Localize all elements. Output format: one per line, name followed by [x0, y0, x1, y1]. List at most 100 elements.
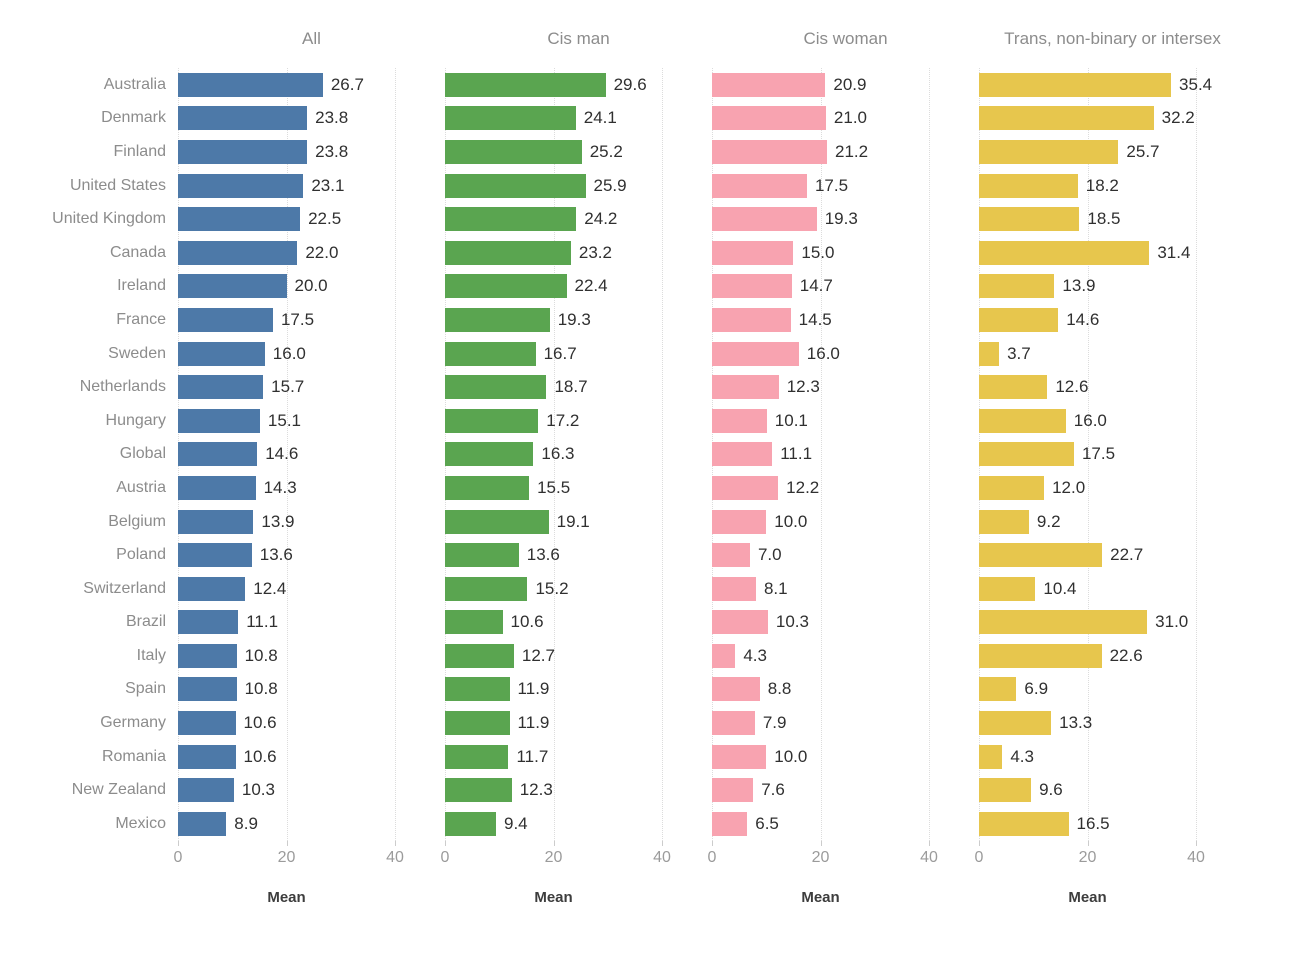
bar-value-label: 16.5 [1076, 813, 1110, 833]
bar-cis-man-sweden[interactable] [445, 341, 536, 366]
bar-cis-woman-belgium[interactable] [712, 509, 767, 534]
bar-cis-man-canada[interactable] [445, 240, 571, 265]
bar-value-label: 15.7 [271, 377, 305, 397]
bar-trans-non-binary-or-intersex-global[interactable] [979, 442, 1074, 467]
bar-all-canada[interactable] [178, 240, 298, 265]
bar-trans-non-binary-or-intersex-spain[interactable] [979, 677, 1017, 702]
bar-cis-man-france[interactable] [445, 307, 550, 332]
bar-trans-non-binary-or-intersex-australia[interactable] [979, 72, 1172, 97]
bar-trans-non-binary-or-intersex-germany[interactable] [979, 711, 1052, 736]
bar-cis-woman-new-zealand[interactable] [712, 778, 754, 803]
bar-value-label: 4.3 [1010, 746, 1034, 766]
bar-all-belgium[interactable] [178, 509, 254, 534]
bar-cis-man-switzerland[interactable] [445, 576, 528, 601]
bar-cis-man-spain[interactable] [445, 677, 510, 702]
bar-all-united-kingdom[interactable] [178, 207, 301, 232]
bar-cis-woman-switzerland[interactable] [712, 576, 756, 601]
bar-cis-woman-united-kingdom[interactable] [712, 207, 817, 232]
bar-all-italy[interactable] [178, 643, 237, 668]
bar-all-united-states[interactable] [178, 173, 304, 198]
bar-cis-woman-italy[interactable] [712, 643, 736, 668]
bar-cis-man-ireland[interactable] [445, 274, 567, 299]
bar-cis-man-belgium[interactable] [445, 509, 549, 534]
bar-all-switzerland[interactable] [178, 576, 246, 601]
bar-cis-woman-germany[interactable] [712, 711, 755, 736]
bar-cis-man-netherlands[interactable] [445, 375, 547, 400]
bar-cis-woman-united-states[interactable] [712, 173, 807, 198]
bar-trans-non-binary-or-intersex-ireland[interactable] [979, 274, 1055, 299]
bar-all-germany[interactable] [178, 711, 236, 736]
axis-tick-label: 0 [707, 848, 717, 866]
bar-cis-woman-poland[interactable] [712, 543, 750, 568]
bar-all-poland[interactable] [178, 543, 252, 568]
bar-cis-woman-austria[interactable] [712, 475, 779, 500]
bar-cis-man-denmark[interactable] [445, 106, 576, 131]
bar-trans-non-binary-or-intersex-new-zealand[interactable] [979, 778, 1032, 803]
bar-trans-non-binary-or-intersex-italy[interactable] [979, 643, 1102, 668]
bar-trans-non-binary-or-intersex-united-kingdom[interactable] [979, 207, 1080, 232]
bar-trans-non-binary-or-intersex-switzerland[interactable] [979, 576, 1036, 601]
bar-cis-woman-denmark[interactable] [712, 106, 826, 131]
bar-all-sweden[interactable] [178, 341, 265, 366]
bar-trans-non-binary-or-intersex-denmark[interactable] [979, 106, 1154, 131]
bar-all-hungary[interactable] [178, 408, 260, 433]
bar-cis-man-finland[interactable] [445, 139, 582, 164]
bar-all-new-zealand[interactable] [178, 778, 234, 803]
bar-all-france[interactable] [178, 307, 273, 332]
bar-cis-woman-finland[interactable] [712, 139, 827, 164]
bar-trans-non-binary-or-intersex-netherlands[interactable] [979, 375, 1048, 400]
bar-cis-man-hungary[interactable] [445, 408, 539, 433]
bar-all-romania[interactable] [178, 744, 236, 769]
bar-trans-non-binary-or-intersex-belgium[interactable] [979, 509, 1029, 534]
bar-cis-woman-canada[interactable] [712, 240, 794, 265]
bar-all-australia[interactable] [178, 72, 323, 97]
bar-all-brazil[interactable] [178, 610, 239, 635]
bar-cis-man-united-states[interactable] [445, 173, 586, 198]
bar-cis-woman-australia[interactable] [712, 72, 826, 97]
bar-trans-non-binary-or-intersex-brazil[interactable] [979, 610, 1148, 635]
axis-tick [445, 840, 446, 846]
bar-cis-woman-brazil[interactable] [712, 610, 768, 635]
bar-cis-man-australia[interactable] [445, 72, 606, 97]
bar-cis-woman-spain[interactable] [712, 677, 760, 702]
bar-all-netherlands[interactable] [178, 375, 264, 400]
bar-cis-man-global[interactable] [445, 442, 534, 467]
bar-cis-woman-sweden[interactable] [712, 341, 799, 366]
bar-all-mexico[interactable] [178, 811, 227, 836]
bar-trans-non-binary-or-intersex-mexico[interactable] [979, 811, 1069, 836]
bar-trans-non-binary-or-intersex-poland[interactable] [979, 543, 1103, 568]
bar-row: 14.6 [979, 303, 1246, 337]
bar-cis-woman-hungary[interactable] [712, 408, 767, 433]
bar-cis-woman-france[interactable] [712, 307, 791, 332]
bar-cis-man-poland[interactable] [445, 543, 519, 568]
bar-cis-woman-netherlands[interactable] [712, 375, 779, 400]
bar-all-austria[interactable] [178, 475, 256, 500]
bar-all-denmark[interactable] [178, 106, 308, 131]
bar-trans-non-binary-or-intersex-sweden[interactable] [979, 341, 1000, 366]
panel-cis-woman: Cis woman 20.9 21.0 21.2 17.5 19.3 15.0 14.7 14.… [708, 10, 979, 906]
bar-all-global[interactable] [178, 442, 258, 467]
bar-cis-woman-global[interactable] [712, 442, 773, 467]
bar-cis-man-austria[interactable] [445, 475, 530, 500]
bar-cis-man-brazil[interactable] [445, 610, 503, 635]
bar-trans-non-binary-or-intersex-romania[interactable] [979, 744, 1003, 769]
bar-all-spain[interactable] [178, 677, 237, 702]
bar-cis-man-germany[interactable] [445, 711, 510, 736]
bar-trans-non-binary-or-intersex-france[interactable] [979, 307, 1059, 332]
bar-cis-man-romania[interactable] [445, 744, 509, 769]
bar-trans-non-binary-or-intersex-finland[interactable] [979, 139, 1119, 164]
bar-all-ireland[interactable] [178, 274, 287, 299]
bar-trans-non-binary-or-intersex-canada[interactable] [979, 240, 1150, 265]
bar-cis-man-mexico[interactable] [445, 811, 496, 836]
bar-all-finland[interactable] [178, 139, 308, 164]
bar-cis-man-italy[interactable] [445, 643, 514, 668]
bar-cis-woman-romania[interactable] [712, 744, 767, 769]
bar-cis-man-united-kingdom[interactable] [445, 207, 577, 232]
bar-trans-non-binary-or-intersex-united-states[interactable] [979, 173, 1078, 198]
bar-trans-non-binary-or-intersex-austria[interactable] [979, 475, 1045, 500]
bar-trans-non-binary-or-intersex-hungary[interactable] [979, 408, 1066, 433]
bar-cis-woman-mexico[interactable] [712, 811, 748, 836]
bar-row: 10.0 [712, 505, 979, 539]
bar-cis-woman-ireland[interactable] [712, 274, 792, 299]
bar-cis-man-new-zealand[interactable] [445, 778, 512, 803]
